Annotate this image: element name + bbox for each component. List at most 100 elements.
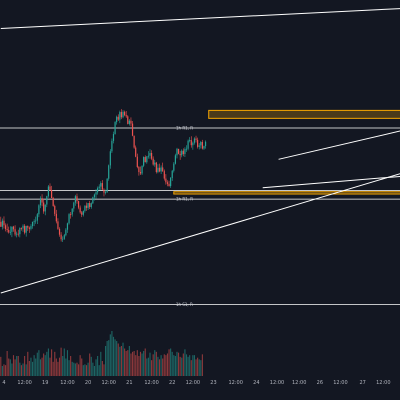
candle-body — [77, 201, 80, 208]
candle-body — [176, 148, 178, 156]
volume-bar — [30, 357, 32, 376]
x-axis-tick-label: 12:00 — [229, 380, 243, 386]
candle-body — [109, 151, 111, 166]
candle-body — [17, 233, 19, 235]
candle-body — [104, 192, 107, 193]
candle-body — [177, 148, 180, 154]
volume-bar — [11, 363, 13, 376]
volume-bar — [47, 348, 49, 376]
volume-bar — [62, 356, 64, 376]
level-label-3: 1h S1, R — [176, 302, 193, 307]
volume-bar — [103, 364, 105, 376]
candle-body — [19, 228, 21, 235]
candle-body — [95, 192, 97, 195]
candle-body — [0, 221, 2, 227]
candle-body — [47, 186, 50, 197]
x-axis-tick-label: 12:00 — [60, 380, 74, 386]
candle-body — [60, 234, 62, 240]
volume-bar — [170, 348, 172, 376]
volume-bar — [66, 350, 69, 376]
candle-body — [192, 142, 194, 146]
volume-bar — [71, 361, 73, 376]
volume-bar — [97, 356, 99, 376]
candle-body — [133, 135, 135, 148]
x-axis-tick-label: 12:00 — [292, 380, 306, 386]
volume-bar — [128, 346, 130, 376]
candle-body — [84, 205, 86, 211]
candle-body — [98, 186, 100, 189]
candle-body — [63, 235, 65, 239]
candle-body — [128, 120, 130, 124]
volume-bar — [106, 341, 108, 376]
candle-body — [131, 123, 134, 136]
volume-bar — [151, 360, 153, 376]
candle-body — [193, 138, 196, 143]
volume-bar — [157, 356, 159, 376]
volume-bar — [198, 359, 200, 376]
candle-body — [92, 197, 94, 204]
candle-body — [46, 196, 48, 205]
volume-bar — [190, 360, 192, 376]
candle-body — [57, 221, 59, 229]
candle-body — [11, 226, 13, 232]
x-axis-tick-label: 12:00 — [376, 380, 390, 386]
x-axis-tick-label: 12:00 — [144, 380, 158, 386]
volume-bar — [171, 351, 173, 376]
candle-body — [100, 183, 102, 187]
candle-body — [93, 194, 96, 198]
volume-bar — [193, 355, 195, 376]
volume-bar — [95, 359, 97, 376]
candle-body — [73, 202, 75, 209]
volume-bar — [22, 363, 24, 376]
candle-body — [116, 116, 118, 123]
volume-bar — [60, 347, 62, 376]
volume-bar — [85, 365, 88, 376]
x-axis-tick-label: 12:00 — [17, 380, 31, 386]
candle-body — [143, 157, 145, 166]
x-axis-tick-label: 12:00 — [186, 380, 200, 386]
volume-bar — [185, 354, 188, 376]
volume-bar — [120, 346, 122, 376]
candle-body — [31, 221, 34, 227]
candle-body — [35, 220, 37, 222]
candle-body — [179, 153, 181, 156]
candle-body — [204, 141, 207, 147]
candle-body — [79, 207, 81, 213]
candle-body — [168, 183, 170, 187]
volume-bar — [135, 355, 137, 376]
volume-bar — [122, 342, 124, 376]
volume-bar — [187, 356, 189, 376]
candle-body — [52, 198, 54, 206]
candle-body — [85, 205, 88, 208]
candle-body — [198, 145, 200, 147]
volume-bar — [16, 356, 18, 376]
candle-body — [3, 220, 5, 226]
volume-bar — [73, 362, 75, 376]
candle-body — [49, 186, 51, 191]
volume-bar — [176, 351, 178, 376]
candle-body — [189, 140, 191, 141]
volume-bar — [87, 362, 89, 376]
candle-body — [62, 238, 64, 240]
candle-body — [12, 226, 15, 230]
volume-bar — [55, 358, 57, 376]
x-axis-tick-label: 21 — [126, 380, 132, 386]
candle-body — [106, 178, 108, 193]
candle-body — [190, 140, 192, 146]
x-axis-tick-label: 4 — [2, 380, 5, 386]
trend-line-2 — [262, 175, 400, 189]
candle-body — [101, 183, 103, 190]
candle-body — [70, 214, 72, 215]
candle-body — [114, 122, 116, 135]
candle-body — [173, 163, 175, 171]
candle-body — [71, 208, 73, 215]
candle-body — [152, 158, 154, 165]
candle-body — [170, 178, 172, 187]
candle-body — [22, 225, 24, 229]
volume-bar — [54, 351, 56, 376]
volume-bar — [82, 365, 84, 376]
candle-body — [197, 139, 199, 147]
x-axis-tick-label: 26 — [317, 380, 323, 386]
